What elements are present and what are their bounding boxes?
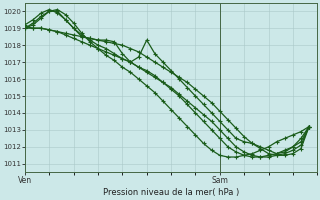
X-axis label: Pression niveau de la mer( hPa ): Pression niveau de la mer( hPa ) bbox=[103, 188, 239, 197]
